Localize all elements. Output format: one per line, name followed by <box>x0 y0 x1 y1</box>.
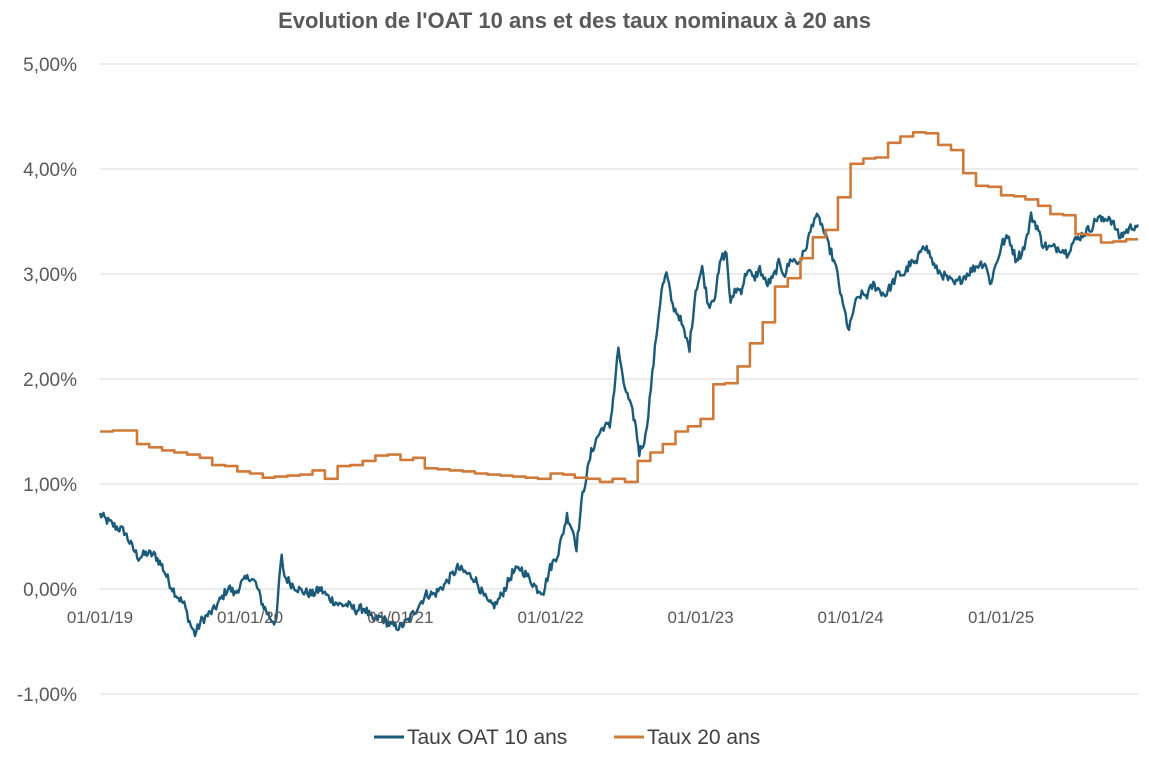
x-axis-ticks: 01/01/19 01/01/20 01/01/21 01/01/22 01/01/23… <box>67 608 1034 627</box>
legend-label: Taux 20 ans <box>647 726 760 749</box>
y-tick-label: 1,00% <box>23 475 77 496</box>
grid-lines <box>100 63 1138 695</box>
y-tick-label: -1,00% <box>17 685 77 706</box>
y-tick-label: 2,00% <box>23 370 77 391</box>
x-tick-label: 01/01/19 <box>67 608 133 627</box>
x-tick-label: 01/01/20 <box>217 608 283 627</box>
x-tick-label: 01/01/23 <box>668 608 734 627</box>
x-tick-label: 01/01/22 <box>517 608 583 627</box>
y-tick-label: 4,00% <box>23 160 77 181</box>
x-tick-label: 01/01/21 <box>367 608 433 627</box>
y-axis-ticks: -1,00% 0,00% 1,00% 2,00% 3,00% 4,00% 5,00% <box>17 55 77 706</box>
legend: Taux OAT 10 ans Taux 20 ans <box>374 726 760 749</box>
x-tick-label: 01/01/24 <box>818 608 884 627</box>
y-tick-label: 3,00% <box>23 265 77 286</box>
chart-title: Evolution de l'OAT 10 ans et des taux no… <box>278 8 871 33</box>
series-line-0 <box>98 211 1140 638</box>
y-tick-label: 0,00% <box>23 580 77 601</box>
x-tick-label: 01/01/25 <box>968 608 1034 627</box>
y-tick-label: 5,00% <box>23 55 77 76</box>
series-lines <box>98 131 1140 638</box>
series-line-1 <box>100 131 1138 484</box>
legend-label: Taux OAT 10 ans <box>407 726 567 749</box>
